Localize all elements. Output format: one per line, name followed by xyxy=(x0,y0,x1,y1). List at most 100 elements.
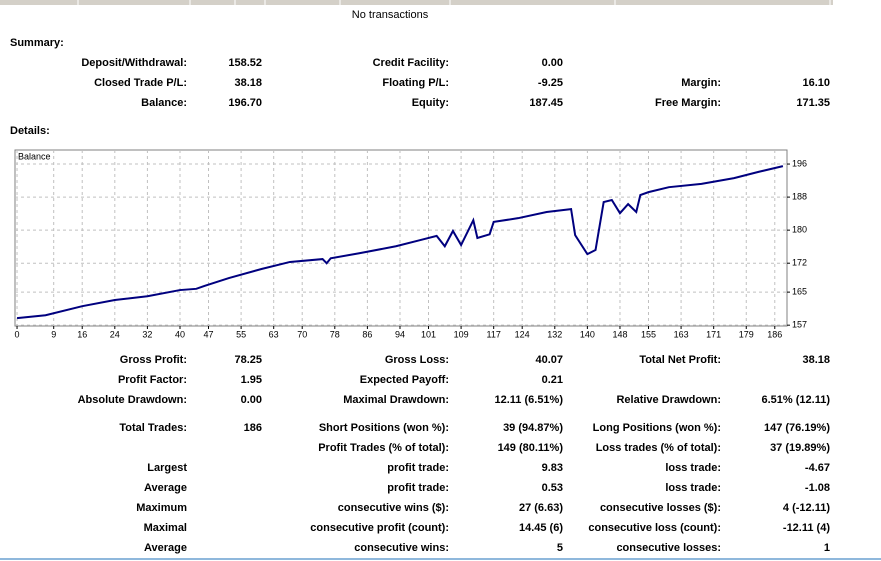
field-value: 78.25 xyxy=(234,354,262,366)
field-label: Credit Facility: xyxy=(372,57,449,69)
x-tick-label: 179 xyxy=(739,329,754,339)
x-tick-label: 32 xyxy=(142,329,152,339)
field-label: Loss trades (% of total): xyxy=(595,442,721,454)
field-value: -9.25 xyxy=(537,77,563,89)
field-label: Gross Loss: xyxy=(384,354,449,366)
field-label: consecutive losses ($): xyxy=(599,502,721,514)
details-title: Details: xyxy=(10,125,50,137)
field-value: 0.21 xyxy=(541,374,563,386)
x-tick-label: 40 xyxy=(175,329,185,339)
x-tick-label: 24 xyxy=(110,329,120,339)
x-tick-label: 171 xyxy=(706,329,721,339)
field-value: 37 (19.89%) xyxy=(770,442,830,454)
bottom-line xyxy=(0,558,881,560)
y-tick-label: 165 xyxy=(792,286,807,296)
x-tick-label: 155 xyxy=(641,329,656,339)
field-value: 186 xyxy=(243,422,262,434)
field-label: Average xyxy=(143,542,187,554)
field-label: profit trade: xyxy=(387,482,449,494)
field-value: 149 (80.11%) xyxy=(497,442,563,454)
x-tick-label: 86 xyxy=(362,329,372,339)
field-value: 27 (6.63) xyxy=(518,502,563,514)
x-tick-label: 124 xyxy=(515,329,530,339)
y-tick-label: 196 xyxy=(792,158,807,168)
field-label: Closed Trade P/L: xyxy=(94,77,187,89)
field-value: 14.45 (6) xyxy=(518,522,563,534)
x-tick-label: 0 xyxy=(15,329,20,339)
summary-title: Summary: xyxy=(10,37,64,49)
field-label: profit trade: xyxy=(387,462,449,474)
field-value: -4.67 xyxy=(804,462,830,474)
field-label: Largest xyxy=(147,462,187,474)
field-value: 9.83 xyxy=(541,462,563,474)
x-tick-label: 78 xyxy=(330,329,340,339)
field-value: 158.52 xyxy=(228,57,262,69)
x-tick-label: 70 xyxy=(297,329,307,339)
field-value: 147 (76.19%) xyxy=(763,422,830,434)
field-label: Maximal xyxy=(143,522,187,534)
x-tick-label: 140 xyxy=(580,329,595,339)
field-label: Free Margin: xyxy=(654,97,721,109)
x-tick-label: 55 xyxy=(236,329,246,339)
field-value: 187.45 xyxy=(529,97,563,109)
y-tick-label: 157 xyxy=(792,320,807,330)
field-label: consecutive losses: xyxy=(616,542,721,554)
chart-title: Balance xyxy=(18,151,51,161)
field-label: consecutive profit (count): xyxy=(310,522,449,534)
x-tick-label: 186 xyxy=(767,329,782,339)
field-label: Profit Factor: xyxy=(117,374,187,386)
field-label: Balance: xyxy=(141,97,187,109)
field-value: 0.53 xyxy=(541,482,563,494)
field-label: Short Positions (won %): xyxy=(318,422,449,434)
top-note: No transactions xyxy=(351,9,429,21)
x-tick-label: 94 xyxy=(395,329,405,339)
y-tick-label: 180 xyxy=(792,225,807,235)
field-label: loss trade: xyxy=(665,482,721,494)
field-value: -12.11 (4) xyxy=(782,522,830,534)
field-value: 4 (-12.11) xyxy=(782,502,830,514)
x-tick-label: 47 xyxy=(204,329,214,339)
field-value: 196.70 xyxy=(228,97,262,109)
field-value: 171.35 xyxy=(796,97,830,109)
field-value: 39 (94.87%) xyxy=(503,422,563,434)
x-tick-label: 101 xyxy=(421,329,436,339)
field-value: 6.51% (12.11) xyxy=(761,394,831,406)
y-tick-label: 172 xyxy=(792,258,807,268)
balance-line xyxy=(16,165,784,320)
header-strip xyxy=(0,0,833,5)
field-label: loss trade: xyxy=(665,462,721,474)
field-label: Total Trades: xyxy=(119,422,187,434)
field-value: 40.07 xyxy=(535,354,563,366)
field-value: 1 xyxy=(823,542,830,554)
field-value: 38.18 xyxy=(234,77,262,89)
field-label: consecutive wins: xyxy=(354,542,449,554)
x-tick-label: 16 xyxy=(77,329,87,339)
field-label: Total Net Profit: xyxy=(639,354,721,366)
field-label: Deposit/Withdrawal: xyxy=(81,57,187,69)
field-label: Absolute Drawdown: xyxy=(77,394,187,406)
field-label: consecutive wins ($): xyxy=(337,502,449,514)
field-label: Relative Drawdown: xyxy=(616,394,721,406)
field-label: Maximum xyxy=(136,502,187,514)
field-label: Floating P/L: xyxy=(382,77,449,89)
y-tick-label: 188 xyxy=(792,191,807,201)
field-value: 38.18 xyxy=(802,354,830,366)
x-tick-label: 63 xyxy=(269,329,279,339)
field-value: 1.95 xyxy=(240,374,262,386)
field-value: 12.11 (6.51%) xyxy=(494,394,564,406)
x-tick-label: 109 xyxy=(454,329,469,339)
field-label: Margin: xyxy=(681,77,721,89)
field-value: 0.00 xyxy=(541,57,563,69)
field-label: Maximal Drawdown: xyxy=(343,394,449,406)
x-tick-label: 148 xyxy=(612,329,627,339)
field-label: Long Positions (won %): xyxy=(592,422,721,434)
field-label: Equity: xyxy=(411,97,449,109)
field-label: Average xyxy=(143,482,187,494)
x-tick-label: 132 xyxy=(547,329,562,339)
x-tick-label: 163 xyxy=(674,329,689,339)
field-value: 0.00 xyxy=(240,394,262,406)
field-label: consecutive loss (count): xyxy=(588,522,721,534)
x-tick-label: 117 xyxy=(487,329,501,339)
field-value: 16.10 xyxy=(802,77,830,89)
